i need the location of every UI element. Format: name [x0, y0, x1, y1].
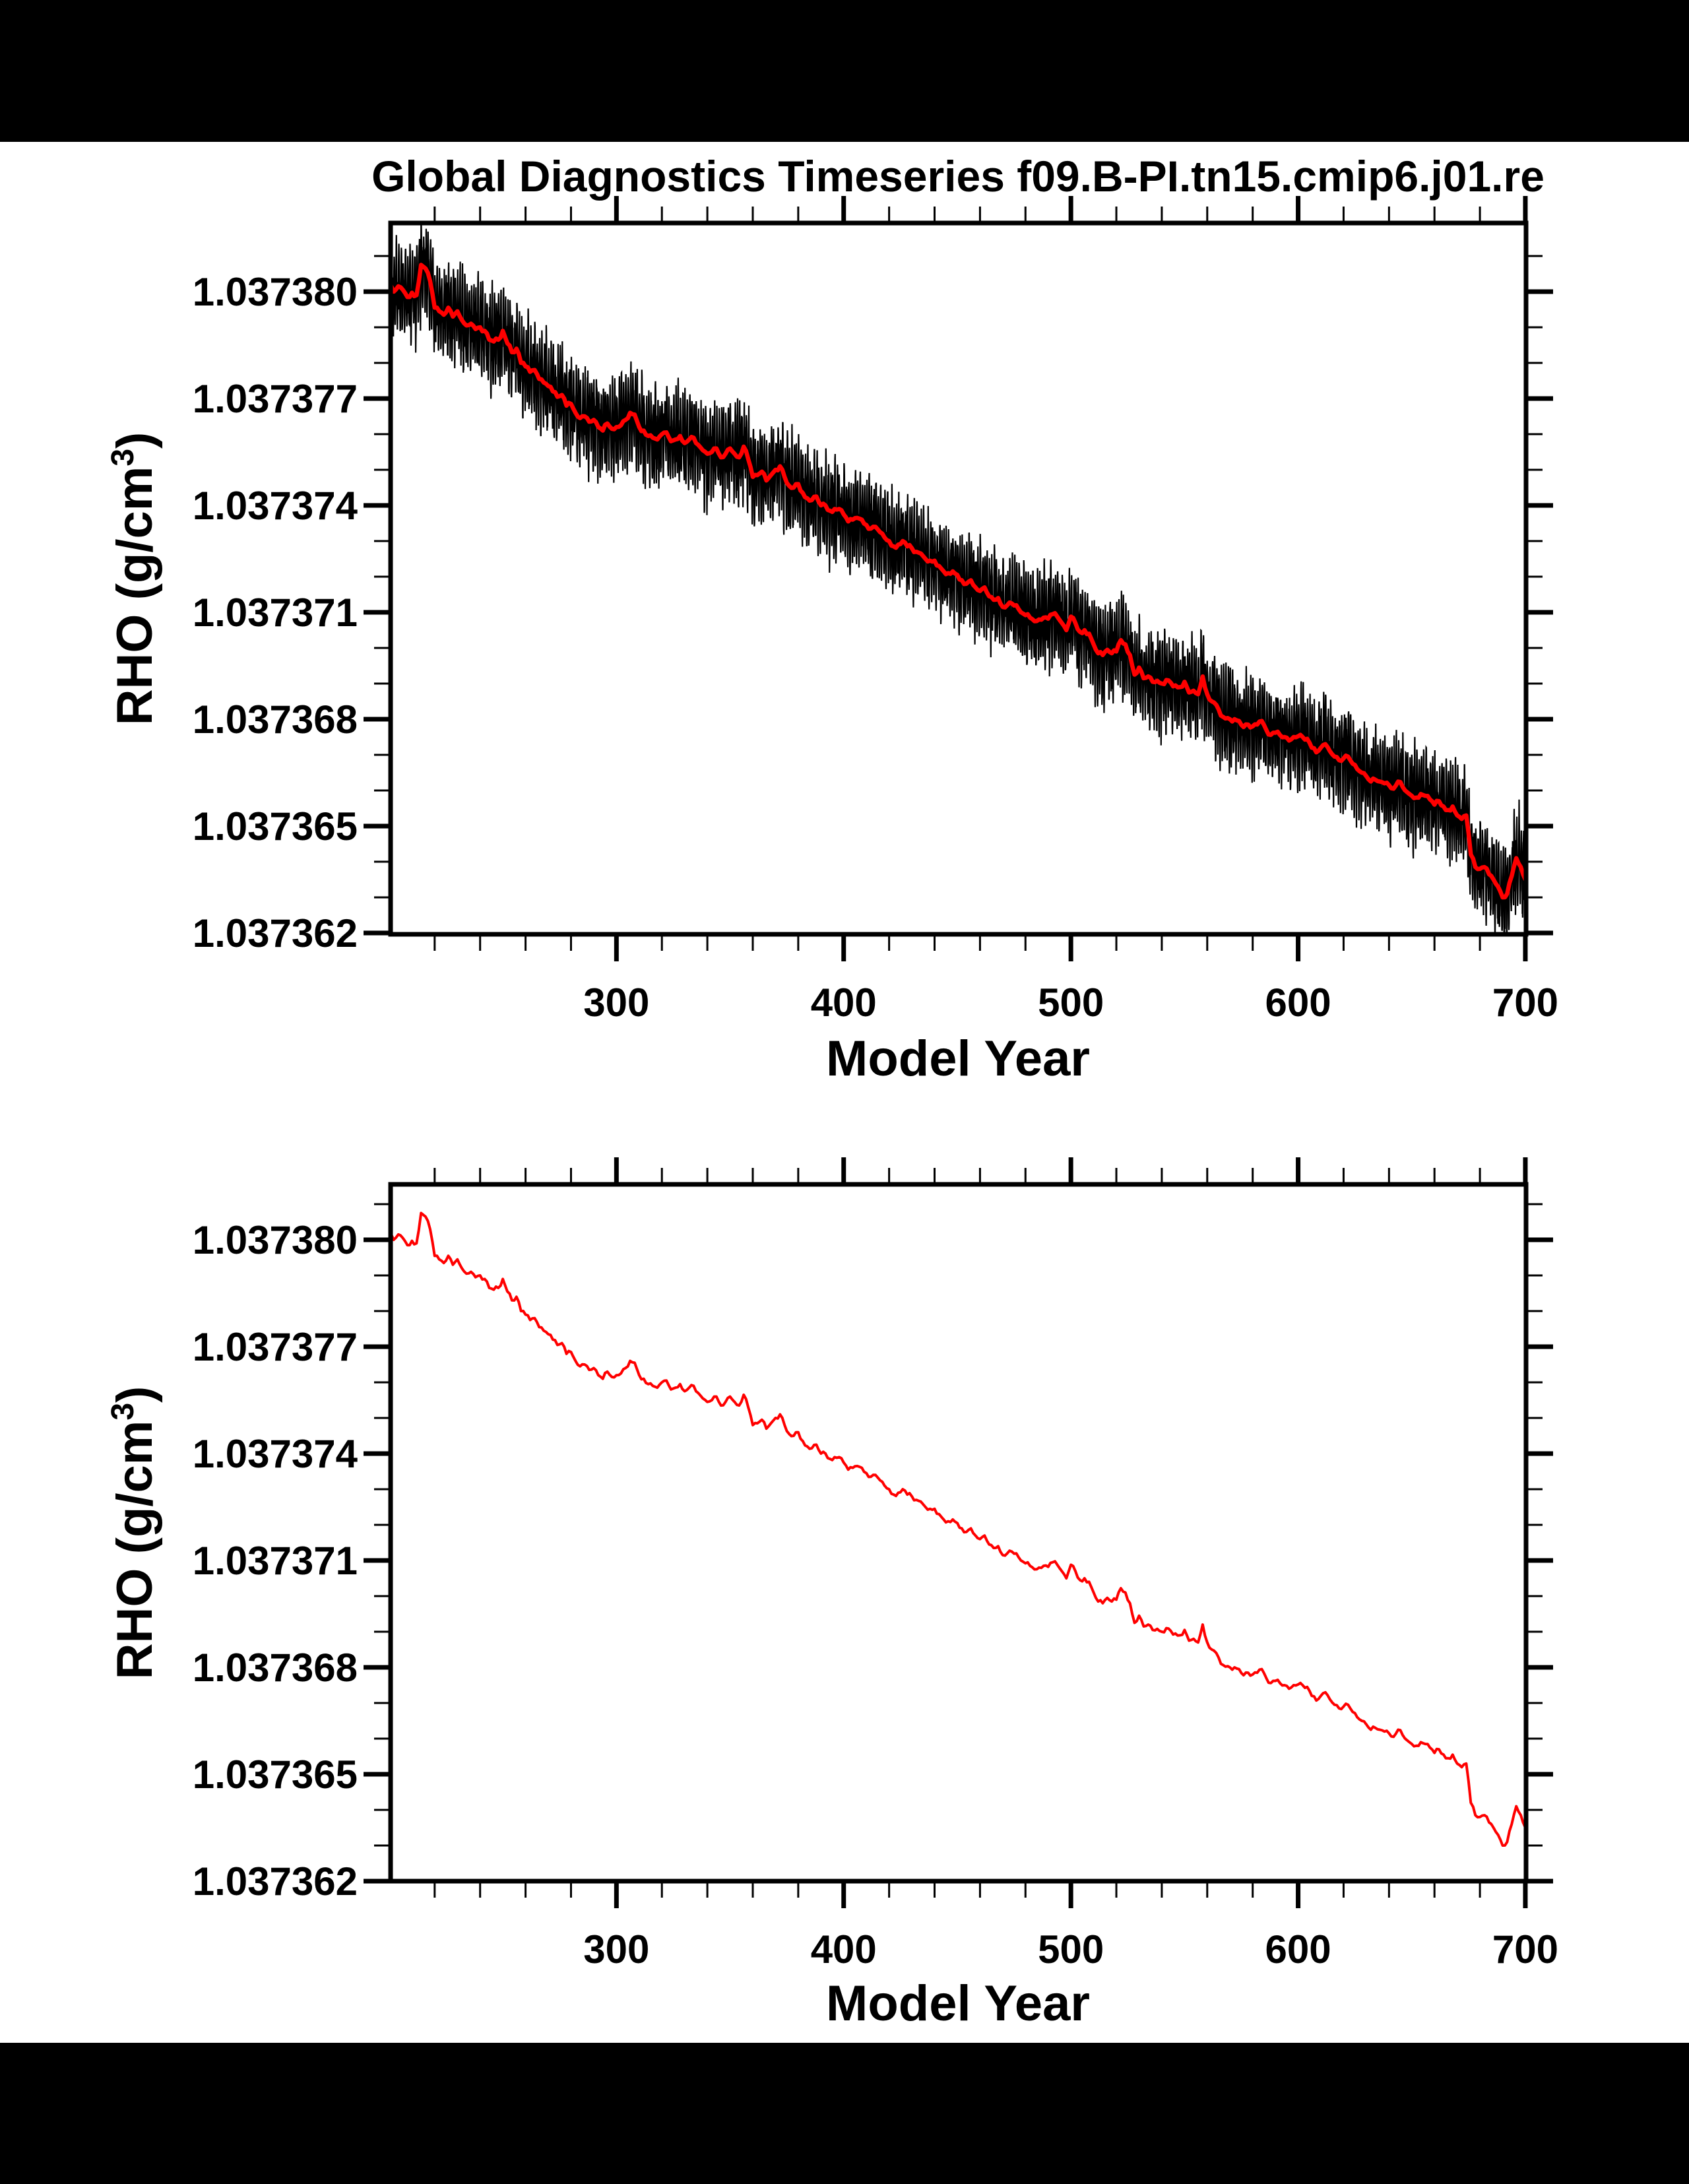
y-tick-label: 1.037362 — [193, 911, 358, 955]
x-tick-label: 600 — [1265, 980, 1331, 1025]
x-tick-label: 500 — [1038, 1927, 1104, 1972]
y-tick-label: 1.037374 — [193, 1432, 358, 1476]
x-tick-label: 400 — [811, 980, 877, 1025]
y-tick-label: 1.037374 — [193, 484, 358, 528]
y-tick-label: 1.037380 — [193, 270, 358, 314]
annual-mean-rho-line — [391, 263, 1525, 900]
bottom-black-bar — [0, 2043, 1689, 2184]
y-axis-title-top: RHO (g/cm3) — [106, 432, 163, 726]
x-tick-label: 400 — [811, 1927, 877, 1972]
y-tick-label: 1.037365 — [193, 804, 358, 849]
x-tick-label: 600 — [1265, 1927, 1331, 1972]
y-tick-label: 1.037377 — [193, 377, 358, 421]
y-axis-title-close: ) — [107, 1386, 163, 1403]
y-tick-label: 1.037368 — [193, 697, 358, 742]
y-tick-label: 1.037380 — [193, 1218, 358, 1262]
x-tick-label: 300 — [583, 1927, 649, 1972]
panel-annual-only: 1.037380 1.037377 1.037374 1.037371 1.037368… — [193, 1157, 1558, 1972]
x-axis-title-bottom: Model Year — [826, 1975, 1090, 2032]
top-black-bar — [0, 0, 1689, 142]
x-tick-label: 700 — [1492, 1927, 1558, 1972]
panel-monthly-and-annual: 1.037380 1.037377 1.037374 1.037371 1.037368… — [193, 196, 1558, 1025]
monthly-rho-line — [391, 224, 1525, 934]
x-tick-label: 500 — [1038, 980, 1104, 1025]
y-tick-label: 1.037365 — [193, 1752, 358, 1797]
figure-title: Global Diagnostics Timeseries f09.B-PI.t… — [371, 152, 1545, 201]
y-tick-label: 1.037377 — [193, 1325, 358, 1369]
x-tick-label: 700 — [1492, 980, 1558, 1025]
series-area — [391, 224, 1525, 934]
annual-mean-rho-line — [391, 1211, 1525, 1847]
y-tick-label: 1.037371 — [193, 1539, 358, 1583]
y-tick-label: 1.037368 — [193, 1646, 358, 1690]
y-tick-label: 1.037371 — [193, 591, 358, 635]
plot-frame — [388, 220, 1529, 937]
series-area — [391, 1211, 1525, 1847]
x-axis-title-top: Model Year — [826, 1031, 1090, 1087]
x-tick-label: 300 — [583, 980, 649, 1025]
y-tick-label: 1.037362 — [193, 1859, 358, 1904]
y-axis-title-text: RHO (g/cm — [107, 466, 163, 726]
y-axis-title-text: RHO (g/cm — [107, 1421, 163, 1680]
y-axis-title-superscript: 3 — [106, 1403, 141, 1421]
plot-frame — [388, 1182, 1529, 1884]
y-axis-title-superscript: 3 — [106, 449, 141, 466]
y-axis-title-close: ) — [107, 432, 163, 449]
y-axis-title-bottom: RHO (g/cm3) — [106, 1386, 163, 1680]
